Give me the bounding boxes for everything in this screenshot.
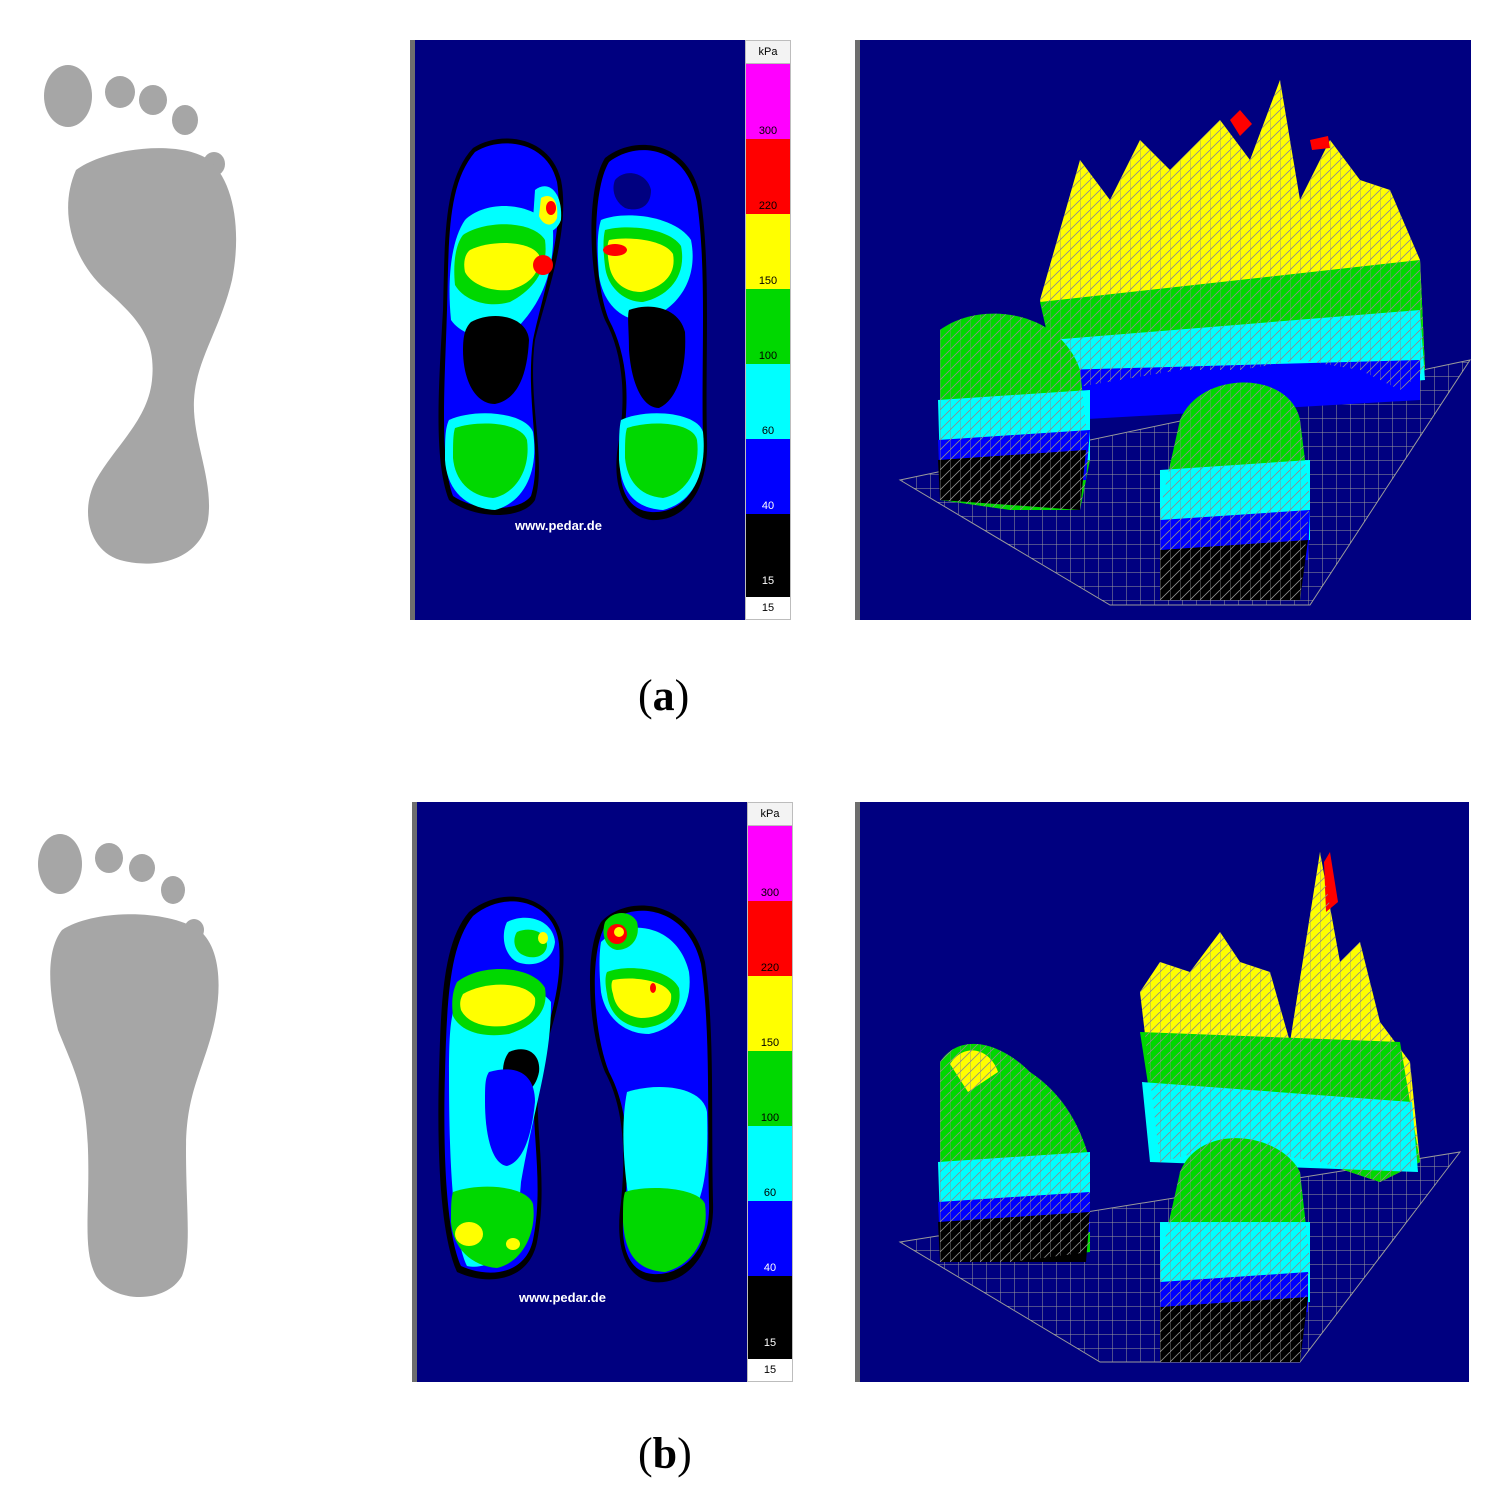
scale-band-red	[748, 901, 792, 976]
scale-band-black	[746, 514, 790, 599]
scale-bottom-label: 15	[748, 1359, 792, 1381]
scale-tick-300: 300	[758, 125, 778, 137]
scale-band-yellow	[746, 214, 790, 289]
scale-tick-40: 40	[761, 500, 775, 512]
pressure-scale-bar: kPa 300 220 150 100 60 40 15 15	[747, 802, 793, 1382]
pressure-map-3d-graphic	[898, 852, 1462, 1363]
scale-band-green	[748, 1051, 792, 1126]
scale-band-cyan	[748, 1126, 792, 1201]
scale-tick-15: 15	[761, 575, 775, 587]
caption-b: (b)	[638, 1429, 692, 1478]
scale-tick-100: 100	[760, 1112, 780, 1124]
right-insole-map	[591, 144, 708, 521]
scale-tick-300: 300	[760, 887, 780, 899]
scale-bottom-label: 15	[746, 597, 790, 619]
pressure-scale-bar: kPa 300 220 150 100 60 40 15 15	[745, 40, 791, 620]
caption-letter-a: a	[652, 671, 675, 720]
scale-tick-60: 60	[761, 425, 775, 437]
foot-silhouette-icon	[44, 65, 237, 564]
scale-band-yellow	[748, 976, 792, 1051]
figure-panel-b: www.pedar.de kPa 300 220 150 100 60 40 1…	[0, 770, 1501, 1504]
pressure-map-watermark: www.pedar.de	[519, 1290, 606, 1305]
scale-band-blue	[748, 1201, 792, 1276]
scale-tick-15: 15	[763, 1337, 777, 1349]
scale-unit-label: kPa	[746, 41, 790, 64]
pressure-map-watermark: www.pedar.de	[515, 518, 602, 533]
right-insole-map	[589, 905, 714, 1283]
scale-tick-150: 150	[758, 275, 778, 287]
scale-band-magenta	[746, 64, 790, 139]
figure-panel-a: www.pedar.de kPa 300 220 150 100 60 40 1…	[44, 40, 1471, 720]
scale-tick-220: 220	[758, 200, 778, 212]
pressure-map-2d: www.pedar.de	[410, 40, 745, 620]
pressure-map-3d-graphic	[898, 80, 1471, 606]
scale-tick-40: 40	[763, 1262, 777, 1274]
caption-letter-b: b	[652, 1429, 678, 1478]
scale-band-red	[746, 139, 790, 214]
scale-band-black	[748, 1276, 792, 1361]
foot-silhouette-icon-flat	[38, 834, 219, 1297]
scale-band-cyan	[746, 364, 790, 439]
scale-tick-220: 220	[760, 962, 780, 974]
left-insole-map	[438, 896, 564, 1280]
caption-a: (a)	[638, 671, 690, 720]
scale-unit-label: kPa	[748, 803, 792, 826]
pressure-map-2d: www.pedar.de	[412, 802, 747, 1382]
scale-tick-150: 150	[760, 1037, 780, 1049]
scale-band-blue	[746, 439, 790, 514]
left-insole-map	[438, 138, 564, 515]
pressure-map-3d	[855, 802, 1469, 1382]
pressure-map-2d-graphic	[438, 138, 708, 521]
scale-tick-60: 60	[763, 1187, 777, 1199]
scale-band-magenta	[748, 826, 792, 901]
scale-band-green	[746, 289, 790, 364]
pressure-map-2d-graphic	[438, 896, 714, 1283]
scale-tick-100: 100	[758, 350, 778, 362]
pressure-map-3d	[855, 40, 1471, 620]
